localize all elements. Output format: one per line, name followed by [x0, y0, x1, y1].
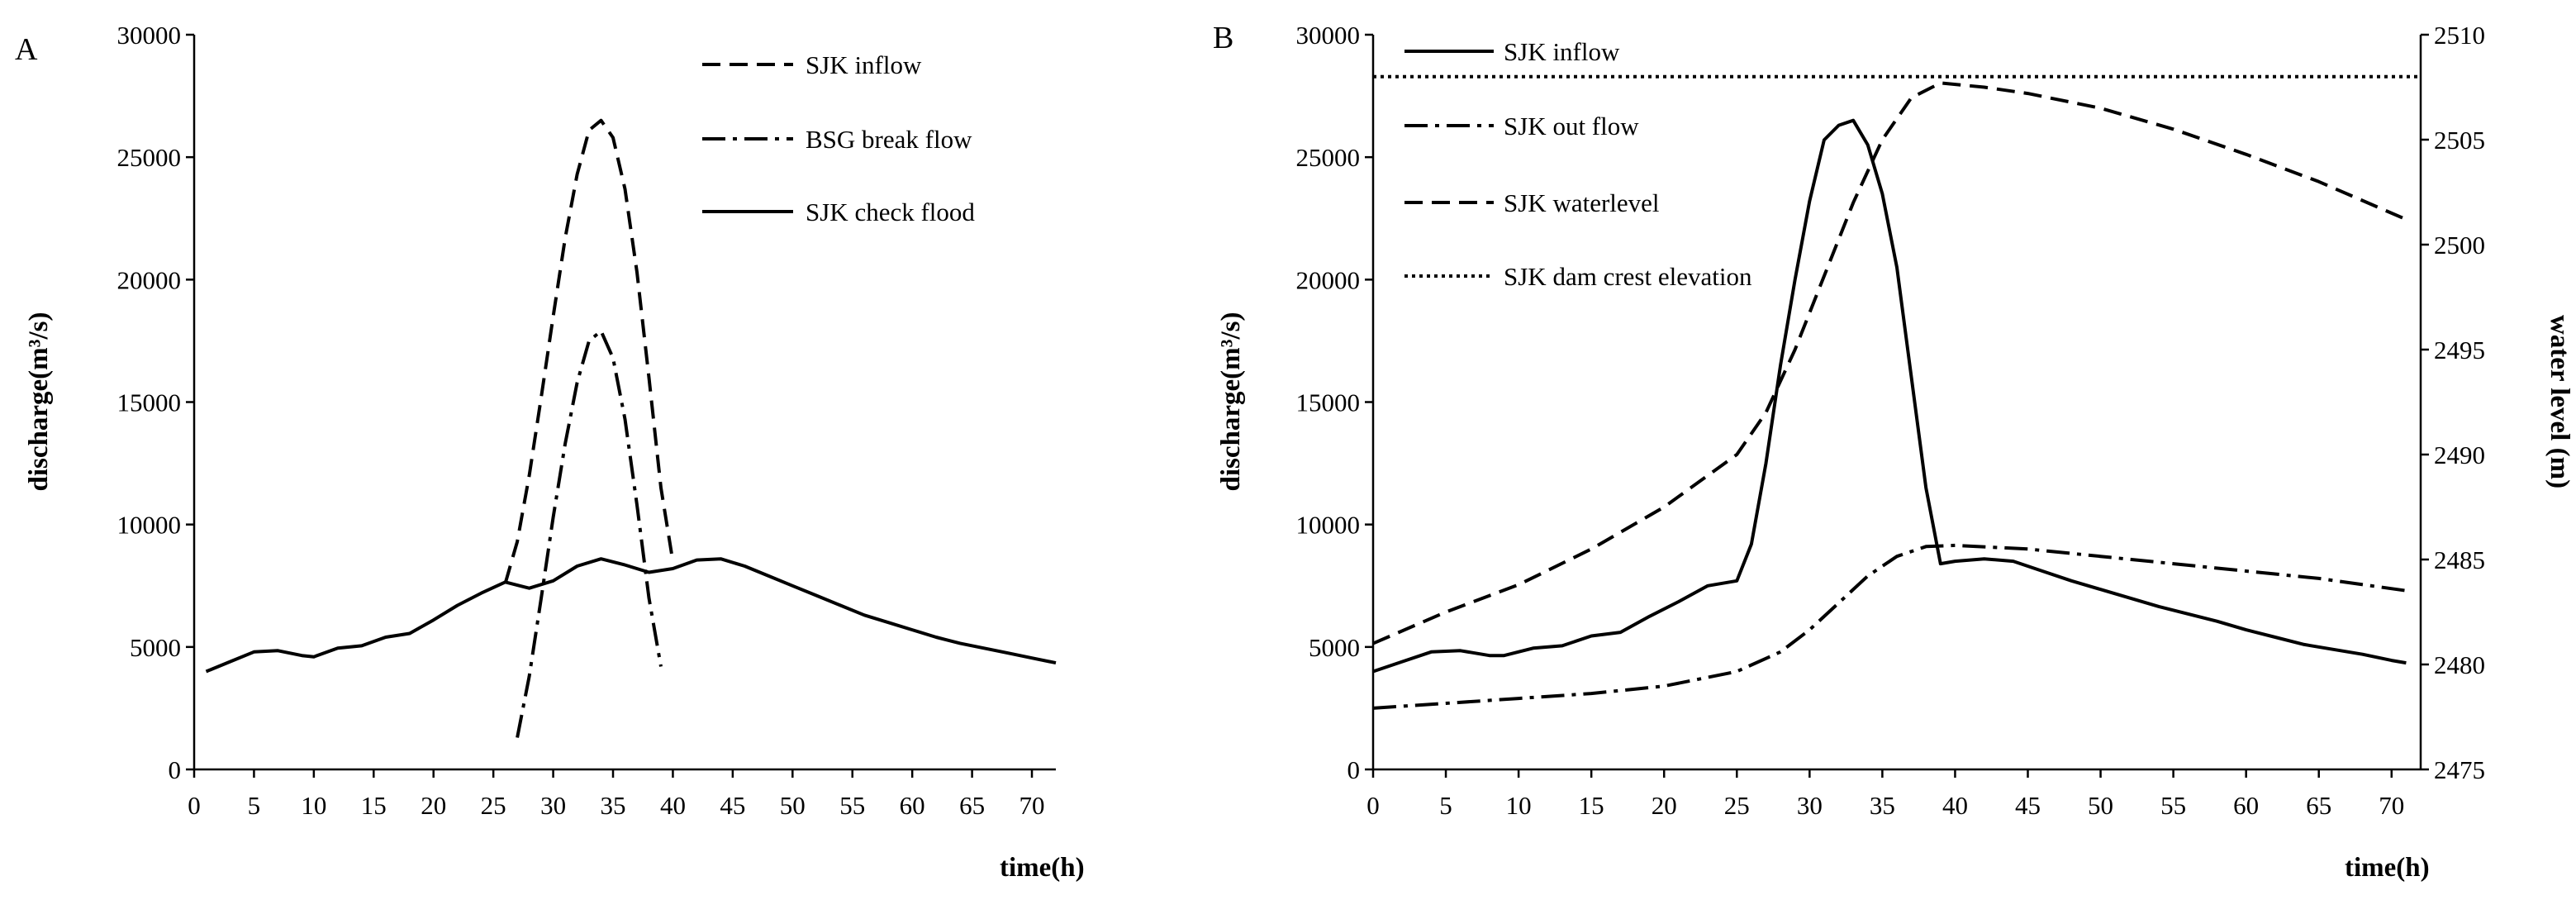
legend-label-b-sjk-out-flow: SJK out flow — [1504, 112, 1639, 140]
x-tick-label: 40 — [660, 791, 686, 820]
series-line-b-sjk-inflow — [1372, 118, 2407, 674]
series-line-b-sjk-out-flow — [1372, 543, 2407, 710]
x-tick-label: 0 — [1366, 791, 1380, 820]
panel-b-y-ticks: 0 5000 10000 15000 20000 25000 30000 — [1296, 21, 1373, 784]
legend-label-bsg-break-flow: BSG break flow — [806, 125, 972, 154]
panel-a-letter: A — [15, 32, 38, 67]
panel-b-x-ticks: 0 5 10 15 20 25 30 35 40 45 50 55 60 65 70 — [1366, 769, 2404, 820]
panel-a-x-label: time(h) — [1000, 853, 1085, 883]
x-tick-label: 65 — [959, 791, 985, 820]
x-tick-label: 70 — [2379, 791, 2404, 820]
y2-tick-label: 2505 — [2434, 126, 2485, 155]
y-tick-label: 30000 — [1296, 21, 1361, 50]
x-tick-label: 0 — [188, 791, 201, 820]
panel-a-legend: SJK inflow BSG break flow SJK check floo… — [702, 50, 975, 226]
x-tick-label: 35 — [601, 791, 626, 820]
x-tick-label: 25 — [481, 791, 506, 820]
series-line-a-bsg-break-flow — [516, 329, 663, 738]
y2-tick-label: 2485 — [2434, 545, 2485, 574]
x-tick-label: 45 — [2015, 791, 2041, 820]
x-tick-label: 60 — [900, 791, 925, 820]
series-line-b-sjk-waterlevel — [1372, 81, 2407, 645]
legend-label-b-sjk-inflow: SJK inflow — [1504, 37, 1620, 66]
panel-a-y-label: discharge(m³/s) — [24, 312, 54, 491]
x-tick-label: 20 — [1652, 791, 1677, 820]
panel-b-series — [1372, 74, 2421, 710]
panel-b-y2-label: water level (m) — [2545, 315, 2574, 488]
x-tick-label: 15 — [1579, 791, 1604, 820]
series-line-a-sjk-inflow — [503, 118, 675, 584]
y2-tick-label: 2510 — [2434, 21, 2485, 50]
y-tick-label: 0 — [1347, 755, 1361, 784]
x-tick-label: 5 — [1439, 791, 1452, 820]
y2-tick-label: 2480 — [2434, 650, 2485, 679]
x-tick-label: 30 — [1797, 791, 1823, 820]
panel-a-y-ticks: 0 5000 10000 15000 20000 25000 30000 — [117, 21, 194, 784]
y-tick-label: 30000 — [117, 21, 182, 50]
x-tick-label: 65 — [2306, 791, 2331, 820]
y-tick-label: 15000 — [1296, 388, 1361, 417]
x-tick-label: 30 — [540, 791, 566, 820]
y-tick-label: 5000 — [1309, 633, 1360, 662]
y2-tick-label: 2500 — [2434, 231, 2485, 260]
y2-tick-label: 2475 — [2434, 755, 2485, 784]
y-tick-label: 0 — [169, 755, 182, 784]
x-tick-label: 35 — [1870, 791, 1895, 820]
panel-b-letter: B — [1213, 21, 1233, 55]
y-tick-label: 10000 — [1296, 511, 1361, 540]
legend-label-sjk-inflow: SJK inflow — [806, 50, 922, 79]
x-tick-label: 45 — [720, 791, 745, 820]
y2-tick-label: 2495 — [2434, 336, 2485, 364]
x-tick-label: 20 — [421, 791, 446, 820]
y-tick-label: 10000 — [117, 511, 182, 540]
x-tick-label: 40 — [1942, 791, 1968, 820]
legend-label-b-sjk-waterlevel: SJK waterlevel — [1504, 188, 1660, 217]
x-tick-label: 55 — [839, 791, 865, 820]
legend-label-sjk-check-flood: SJK check flood — [806, 198, 975, 226]
x-tick-label: 10 — [301, 791, 326, 820]
y-tick-label: 20000 — [117, 265, 182, 294]
x-tick-label: 55 — [2160, 791, 2186, 820]
x-tick-label: 50 — [2088, 791, 2113, 820]
y-tick-label: 20000 — [1296, 265, 1361, 294]
y2-tick-label: 2490 — [2434, 440, 2485, 469]
x-tick-label: 10 — [1506, 791, 1532, 820]
panel-b-x-label: time(h) — [2345, 853, 2430, 883]
panel-b-y2-ticks: 2475 2480 2485 2490 2495 2500 2505 2510 — [2421, 21, 2485, 784]
panel-b-y-label: discharge(m³/s) — [1216, 312, 1246, 491]
y-tick-label: 25000 — [117, 143, 182, 172]
y-tick-label: 15000 — [117, 388, 182, 417]
y-tick-label: 5000 — [130, 633, 181, 662]
x-tick-label: 60 — [2233, 791, 2259, 820]
x-tick-label: 70 — [1019, 791, 1045, 820]
panel-a-x-ticks: 0 5 10 15 20 25 30 35 40 45 50 55 60 65 70 — [188, 769, 1045, 820]
panel-a: 0 5000 10000 15000 20000 25000 30000 0 5 10 15 20 2… — [24, 21, 1085, 883]
panel-b-legend: SJK inflow SJK out flow SJK waterlevel S… — [1404, 37, 1752, 291]
x-tick-label: 50 — [780, 791, 806, 820]
x-tick-label: 25 — [1724, 791, 1750, 820]
legend-label-b-dam-crest: SJK dam crest elevation — [1504, 262, 1752, 291]
x-tick-label: 15 — [361, 791, 387, 820]
y-tick-label: 25000 — [1296, 143, 1361, 172]
series-line-a-sjk-check-flood — [205, 557, 1057, 674]
panel-a-series — [205, 118, 1057, 738]
x-tick-label: 5 — [248, 791, 261, 820]
